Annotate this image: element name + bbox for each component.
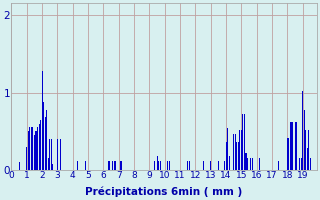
Bar [218,161,219,170]
Bar [34,135,35,170]
Bar [19,162,20,170]
Bar [52,164,53,170]
Bar [304,110,305,170]
Bar [228,156,230,170]
Bar [51,139,52,170]
Bar [244,114,245,170]
Bar [121,161,122,170]
Bar [236,142,237,170]
Bar [224,161,225,170]
Bar [37,127,38,170]
Bar [158,161,159,170]
Bar [278,161,279,170]
Bar [239,130,240,170]
Bar [310,158,311,170]
Bar [109,161,110,170]
Bar [247,158,248,170]
Bar [252,158,253,170]
Bar [299,158,300,170]
Bar [210,161,211,170]
Bar [294,122,296,170]
Bar [302,91,303,170]
Bar [250,158,251,170]
Bar [189,161,190,170]
Bar [238,142,239,170]
Bar [227,128,228,170]
Bar [48,158,49,170]
Bar [49,139,50,170]
Bar [259,158,260,170]
X-axis label: Précipitations 6min ( mm ): Précipitations 6min ( mm ) [85,186,243,197]
Bar [167,161,168,170]
Bar [305,130,306,170]
Bar [160,161,161,170]
Bar [290,122,291,170]
Bar [203,161,204,170]
Bar [43,102,44,170]
Bar [60,139,61,170]
Bar [243,114,244,170]
Bar [307,148,308,170]
Bar [114,161,115,170]
Bar [245,153,246,170]
Bar [308,130,309,170]
Bar [28,131,29,170]
Bar [32,127,34,170]
Bar [42,71,43,170]
Bar [301,158,302,170]
Bar [38,124,40,170]
Bar [233,134,234,170]
Bar [31,127,32,170]
Bar [154,161,155,170]
Bar [288,138,290,170]
Bar [26,147,27,170]
Bar [115,161,116,170]
Bar [84,161,86,170]
Bar [57,139,58,170]
Bar [29,127,30,170]
Bar [287,138,288,170]
Bar [120,161,121,170]
Bar [112,161,113,170]
Bar [169,161,170,170]
Bar [296,122,297,170]
Bar [226,142,227,170]
Bar [45,117,46,170]
Bar [46,110,47,170]
Bar [241,130,242,170]
Bar [187,161,188,170]
Bar [77,161,78,170]
Bar [235,134,236,170]
Bar [156,156,158,170]
Bar [40,120,41,170]
